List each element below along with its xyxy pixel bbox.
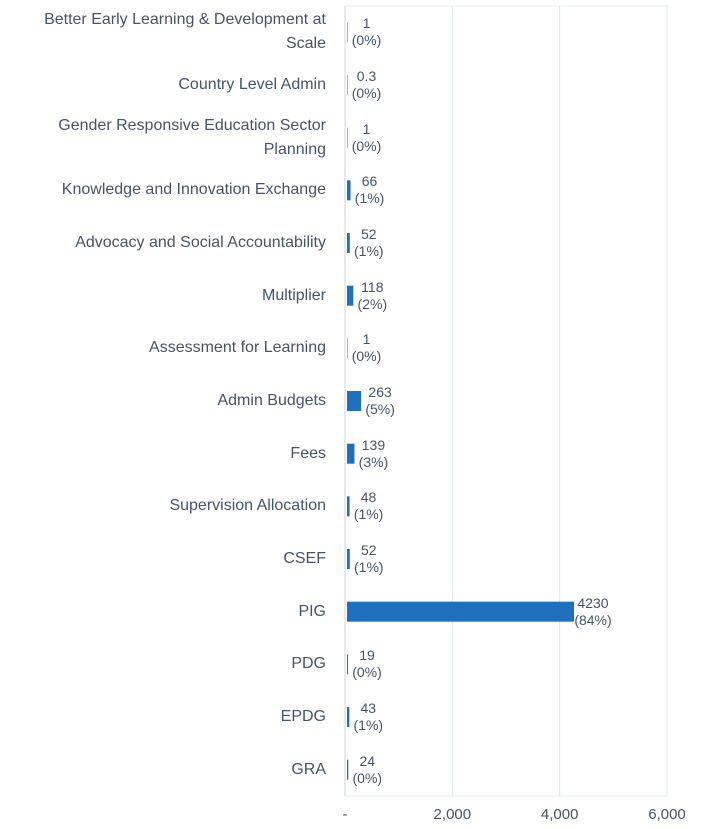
value-label: 139	[361, 436, 386, 453]
share-label: (1%)	[354, 559, 384, 575]
bar	[347, 443, 355, 464]
value-label: 52	[360, 542, 377, 558]
value-label: 1	[362, 120, 371, 137]
x-tick-label: -	[342, 806, 348, 823]
share-label: (0%)	[352, 664, 382, 681]
bar	[347, 22, 348, 43]
bar	[347, 127, 348, 148]
category-label: Multiplier	[261, 286, 326, 304]
data-label: 263 (5%)	[365, 384, 395, 418]
category-label: Better Early Learning & Development at S…	[44, 11, 326, 53]
bar	[347, 391, 362, 411]
share-label: (1%)	[353, 506, 384, 523]
value-label: 19	[359, 647, 375, 664]
share-label: (1%)	[353, 717, 384, 733]
bar	[347, 180, 351, 201]
value-label: 1	[362, 15, 371, 32]
share-label: (0%)	[351, 85, 382, 101]
data-label: 43 (1%)	[354, 700, 384, 734]
bar	[347, 654, 349, 675]
bar	[347, 601, 575, 622]
category-label: Assessment for Learning	[149, 339, 326, 357]
category-label: Supervision Allocation	[169, 497, 326, 515]
data-label: 48 (1%)	[354, 489, 384, 523]
category-label: Gender Responsive Education Sector Plann…	[58, 116, 326, 158]
share-label: (5%)	[365, 401, 395, 417]
category-label: Knowledge and Innovation Exchange	[61, 181, 326, 199]
value-label: 24	[359, 752, 376, 769]
value-label: 1	[362, 331, 371, 348]
share-label: (0%)	[351, 137, 382, 154]
share-label: (84%)	[574, 611, 612, 628]
category-label: PIG	[298, 602, 326, 620]
bar	[347, 549, 350, 569]
bar	[347, 233, 350, 253]
bar	[347, 496, 350, 517]
value-label: 43	[360, 700, 377, 716]
data-label: 4230 (84%)	[574, 595, 611, 629]
bar	[347, 285, 354, 306]
share-label: (0%)	[351, 348, 382, 365]
value-label: 263	[368, 384, 392, 400]
share-label: (1%)	[354, 190, 385, 207]
category-label: Advocacy and Social Accountability	[75, 234, 326, 251]
value-label: 118	[361, 278, 384, 295]
value-label: 52	[360, 226, 377, 242]
category-label: CSEF	[283, 550, 326, 567]
x-tick-label: 2,000	[433, 806, 472, 823]
category-label: PDG	[291, 655, 326, 673]
data-label: 118 (2%)	[358, 279, 388, 313]
value-label: 4230	[577, 594, 609, 611]
value-label: 0.3	[356, 68, 377, 84]
x-tick-label: 4,000	[540, 806, 579, 823]
share-label: (1%)	[354, 243, 384, 259]
data-label: 1 (0%)	[352, 331, 382, 365]
value-label: 48	[360, 489, 377, 506]
share-label: (0%)	[352, 769, 383, 786]
data-label: 1 (0%)	[352, 15, 382, 49]
category-label: EPDG	[280, 708, 326, 725]
x-tick-label: 6,000	[648, 806, 686, 823]
data-label: 52 (1%)	[354, 226, 384, 260]
share-label: (0%)	[351, 32, 382, 49]
category-label: Admin Budgets	[217, 392, 326, 409]
category-label: Fees	[290, 444, 326, 462]
data-label: 24 (0%)	[353, 753, 383, 787]
bar	[347, 759, 349, 780]
data-label: 139 (3%)	[359, 437, 389, 471]
value-label: 66	[361, 173, 378, 190]
share-label: (3%)	[358, 453, 389, 470]
data-label: 19 (0%)	[352, 647, 382, 681]
data-label: 66 (1%)	[355, 173, 385, 207]
bar	[347, 75, 348, 95]
category-label: Country Level Admin	[178, 76, 326, 93]
data-label: 0.3 (0%)	[352, 68, 382, 102]
data-label: 52 (1%)	[354, 542, 384, 576]
share-label: (2%)	[357, 295, 388, 312]
bar	[347, 707, 350, 727]
bar	[347, 338, 348, 359]
data-label: 1 (0%)	[352, 121, 382, 155]
category-label: GRA	[291, 760, 326, 778]
